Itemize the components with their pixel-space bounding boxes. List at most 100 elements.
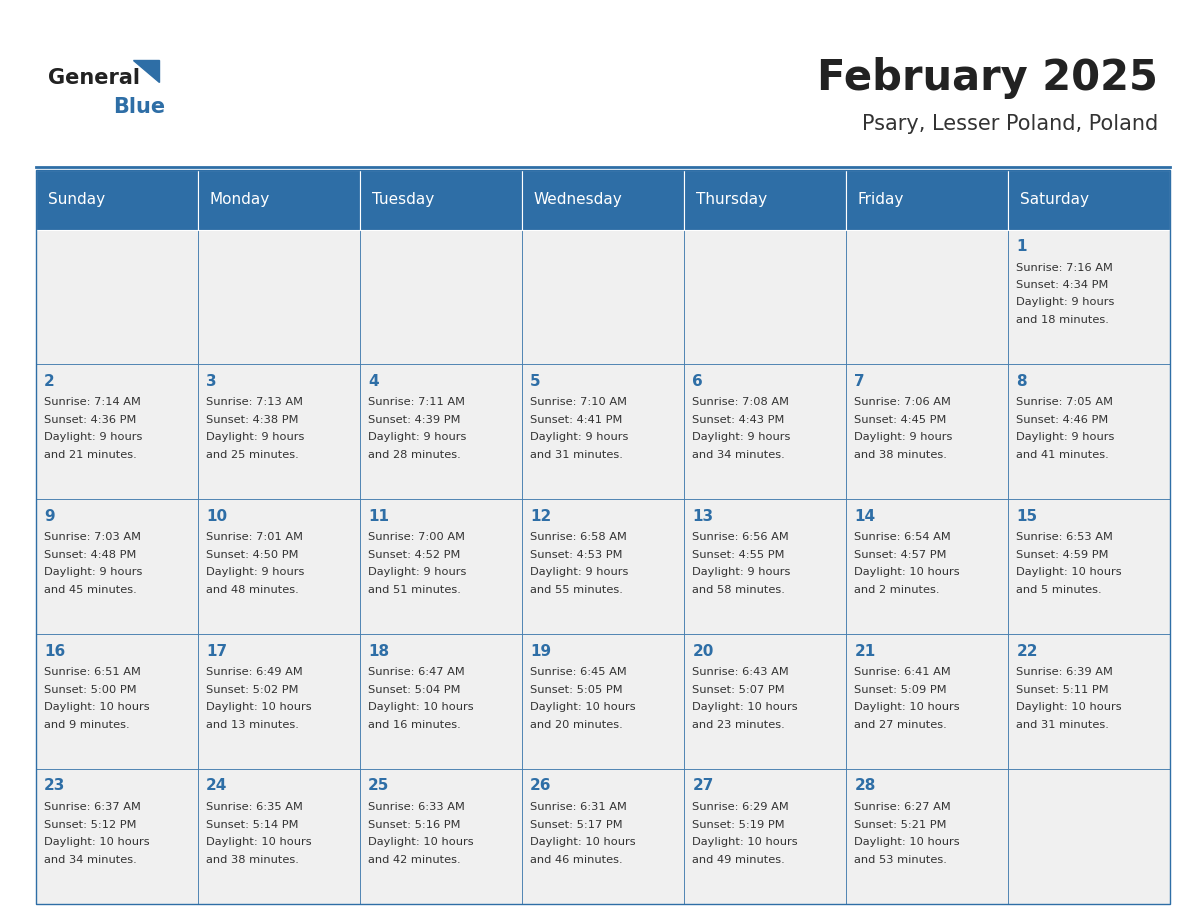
Text: Daylight: 10 hours: Daylight: 10 hours [206,837,311,847]
Bar [1009,170,1170,230]
Text: Sunrise: 6:31 AM: Sunrise: 6:31 AM [530,802,627,812]
Text: and 55 minutes.: and 55 minutes. [530,585,623,595]
Text: 16: 16 [44,644,65,658]
Text: 13: 13 [693,509,713,523]
Text: Daylight: 10 hours: Daylight: 10 hours [1017,702,1121,712]
Bar [846,634,1009,769]
Text: 27: 27 [693,778,714,793]
Text: Sunset: 4:38 PM: Sunset: 4:38 PM [206,415,298,425]
Text: Sunset: 4:52 PM: Sunset: 4:52 PM [368,550,461,560]
Text: Sunrise: 6:58 AM: Sunrise: 6:58 AM [530,532,627,543]
Text: Daylight: 9 hours: Daylight: 9 hours [530,432,628,442]
Bar [197,499,360,634]
Text: Sunset: 4:53 PM: Sunset: 4:53 PM [530,550,623,560]
Text: Daylight: 9 hours: Daylight: 9 hours [44,567,143,577]
Text: 15: 15 [1017,509,1037,523]
Text: 26: 26 [530,778,551,793]
Bar [522,364,684,499]
Text: Sunset: 5:17 PM: Sunset: 5:17 PM [530,820,623,830]
Text: Sunrise: 7:11 AM: Sunrise: 7:11 AM [368,397,466,408]
Text: 6: 6 [693,374,703,388]
Bar [684,170,846,230]
Text: and 27 minutes.: and 27 minutes. [854,720,947,730]
Text: Sunrise: 7:03 AM: Sunrise: 7:03 AM [44,532,141,543]
Text: Sunset: 5:02 PM: Sunset: 5:02 PM [206,685,298,695]
Text: Daylight: 9 hours: Daylight: 9 hours [854,432,953,442]
Text: and 58 minutes.: and 58 minutes. [693,585,785,595]
Bar [36,230,197,364]
Text: Sunrise: 6:47 AM: Sunrise: 6:47 AM [368,667,465,677]
Text: and 20 minutes.: and 20 minutes. [530,720,623,730]
Text: and 23 minutes.: and 23 minutes. [693,720,785,730]
Text: and 25 minutes.: and 25 minutes. [206,450,299,460]
Text: Daylight: 10 hours: Daylight: 10 hours [854,702,960,712]
Text: and 18 minutes.: and 18 minutes. [1017,315,1110,325]
Bar [684,499,846,634]
Bar [522,634,684,769]
Text: Sunset: 4:45 PM: Sunset: 4:45 PM [854,415,947,425]
Bar [684,230,846,364]
Text: and 34 minutes.: and 34 minutes. [44,855,137,865]
Text: 11: 11 [368,509,390,523]
Text: and 51 minutes.: and 51 minutes. [368,585,461,595]
Text: Sunset: 4:43 PM: Sunset: 4:43 PM [693,415,784,425]
Text: Daylight: 10 hours: Daylight: 10 hours [206,702,311,712]
Text: 25: 25 [368,778,390,793]
Text: Sunset: 4:34 PM: Sunset: 4:34 PM [1017,280,1108,290]
Text: Sunrise: 6:51 AM: Sunrise: 6:51 AM [44,667,141,677]
Bar [360,230,522,364]
Text: Sunrise: 7:13 AM: Sunrise: 7:13 AM [206,397,303,408]
Text: Sunrise: 6:43 AM: Sunrise: 6:43 AM [693,667,789,677]
Text: and 45 minutes.: and 45 minutes. [44,585,137,595]
Bar [846,499,1009,634]
Bar [522,230,684,364]
Text: Sunrise: 6:53 AM: Sunrise: 6:53 AM [1017,532,1113,543]
Bar [846,230,1009,364]
Text: Wednesday: Wednesday [533,192,623,207]
Text: Sunday: Sunday [48,192,105,207]
Text: Sunset: 4:36 PM: Sunset: 4:36 PM [44,415,137,425]
Text: Psary, Lesser Poland, Poland: Psary, Lesser Poland, Poland [862,114,1158,134]
Text: Sunset: 4:48 PM: Sunset: 4:48 PM [44,550,137,560]
Text: 14: 14 [854,509,876,523]
Text: 23: 23 [44,778,65,793]
Bar [684,769,846,904]
Text: Sunset: 5:04 PM: Sunset: 5:04 PM [368,685,461,695]
Text: and 5 minutes.: and 5 minutes. [1017,585,1102,595]
Text: Sunrise: 6:37 AM: Sunrise: 6:37 AM [44,802,141,812]
Text: Sunrise: 6:33 AM: Sunrise: 6:33 AM [368,802,465,812]
Bar [684,364,846,499]
Text: Daylight: 10 hours: Daylight: 10 hours [1017,567,1121,577]
Text: Sunset: 4:50 PM: Sunset: 4:50 PM [206,550,298,560]
Text: Sunset: 5:19 PM: Sunset: 5:19 PM [693,820,785,830]
Text: Daylight: 10 hours: Daylight: 10 hours [368,702,474,712]
Text: Daylight: 9 hours: Daylight: 9 hours [693,567,791,577]
Text: Daylight: 10 hours: Daylight: 10 hours [530,702,636,712]
Text: and 49 minutes.: and 49 minutes. [693,855,785,865]
Text: Sunrise: 7:01 AM: Sunrise: 7:01 AM [206,532,303,543]
Text: 8: 8 [1017,374,1028,388]
Text: and 48 minutes.: and 48 minutes. [206,585,299,595]
Text: 28: 28 [854,778,876,793]
Text: Sunrise: 7:14 AM: Sunrise: 7:14 AM [44,397,141,408]
Text: 4: 4 [368,374,379,388]
Bar [1009,230,1170,364]
Text: 2: 2 [44,374,55,388]
Text: Daylight: 9 hours: Daylight: 9 hours [693,432,791,442]
Text: Sunset: 5:05 PM: Sunset: 5:05 PM [530,685,623,695]
Text: and 53 minutes.: and 53 minutes. [854,855,947,865]
Text: 7: 7 [854,374,865,388]
Text: General: General [48,68,139,88]
Text: Daylight: 9 hours: Daylight: 9 hours [368,567,467,577]
Text: Sunset: 5:00 PM: Sunset: 5:00 PM [44,685,137,695]
Text: Sunset: 5:07 PM: Sunset: 5:07 PM [693,685,785,695]
Text: Daylight: 10 hours: Daylight: 10 hours [854,837,960,847]
Bar [1009,499,1170,634]
Text: 17: 17 [206,644,227,658]
Text: and 9 minutes.: and 9 minutes. [44,720,129,730]
Text: 20: 20 [693,644,714,658]
Text: Sunrise: 6:35 AM: Sunrise: 6:35 AM [206,802,303,812]
Text: 1: 1 [1017,239,1026,253]
Text: and 34 minutes.: and 34 minutes. [693,450,785,460]
Bar [522,170,684,230]
